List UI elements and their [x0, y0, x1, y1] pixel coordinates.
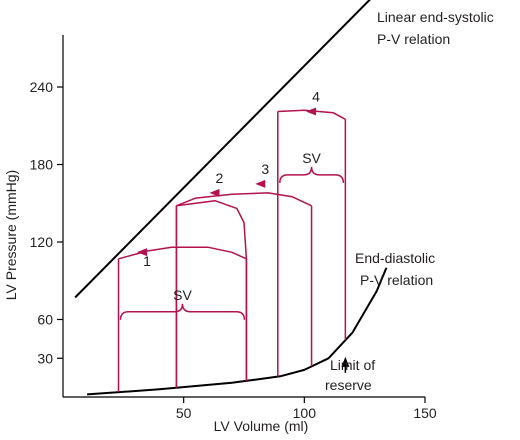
end-systolic-line [74, 0, 371, 299]
y-ticks: 30 60 120 180 240 [30, 79, 63, 366]
sv-brace-path [119, 303, 246, 320]
x-tick-label: 50 [176, 405, 192, 421]
sv-brace-path [279, 166, 345, 183]
limit-arrow-head [341, 356, 350, 367]
sv-label: SV [302, 150, 321, 166]
loop-3: 3 [175, 161, 313, 388]
loop-label: 2 [216, 170, 224, 186]
loop-label: 1 [143, 253, 151, 269]
limit-label-line2: reserve [325, 377, 372, 393]
loop-2: 2 [175, 170, 248, 388]
esp-label-line1: Linear end-systolic [377, 9, 494, 25]
ejection-arrow [209, 188, 220, 197]
ejection-path [277, 109, 346, 120]
x-axis-label: LV Volume (ml) [214, 418, 309, 434]
loop-1: 1 [117, 246, 248, 393]
y-tick-label: 180 [30, 157, 54, 173]
edp-label-line2: P-V relation [360, 272, 433, 288]
relation-curves [74, 0, 388, 396]
ejection-arrow [137, 248, 148, 257]
y-tick-label: 30 [37, 350, 53, 366]
end-diastolic-curve [87, 267, 388, 396]
y-tick-label: 60 [37, 312, 53, 328]
x-tick-label: 150 [413, 405, 437, 421]
ejection-path [176, 192, 312, 207]
ejection-arrow [305, 107, 316, 116]
edp-label-line1: End-diastolic [355, 250, 435, 266]
sv-brace: SV [119, 287, 246, 320]
loop-4: 4 [277, 89, 347, 377]
ejection-path [118, 246, 247, 260]
x-ticks: 50 100 150 [176, 397, 437, 421]
y-tick-label: 240 [30, 79, 54, 95]
loop-label: 4 [312, 89, 320, 105]
ejection-arrow [255, 179, 266, 188]
loop-label: 3 [261, 161, 269, 177]
pv-loops: 1 2 3 4 [117, 89, 347, 393]
ejection-path [176, 199, 248, 259]
x-tick-label: 100 [293, 405, 317, 421]
sv-brace: SV [279, 150, 345, 183]
axes [62, 35, 425, 398]
sv-label: SV [173, 287, 192, 303]
y-tick-label: 120 [30, 234, 54, 250]
y-axis-label: LV Pressure (mmHg) [3, 170, 19, 300]
sv-braces: SV SV [119, 150, 345, 320]
esp-label-line2: P-V relation [377, 31, 450, 47]
limit-label-line1: Limit of [330, 357, 375, 373]
